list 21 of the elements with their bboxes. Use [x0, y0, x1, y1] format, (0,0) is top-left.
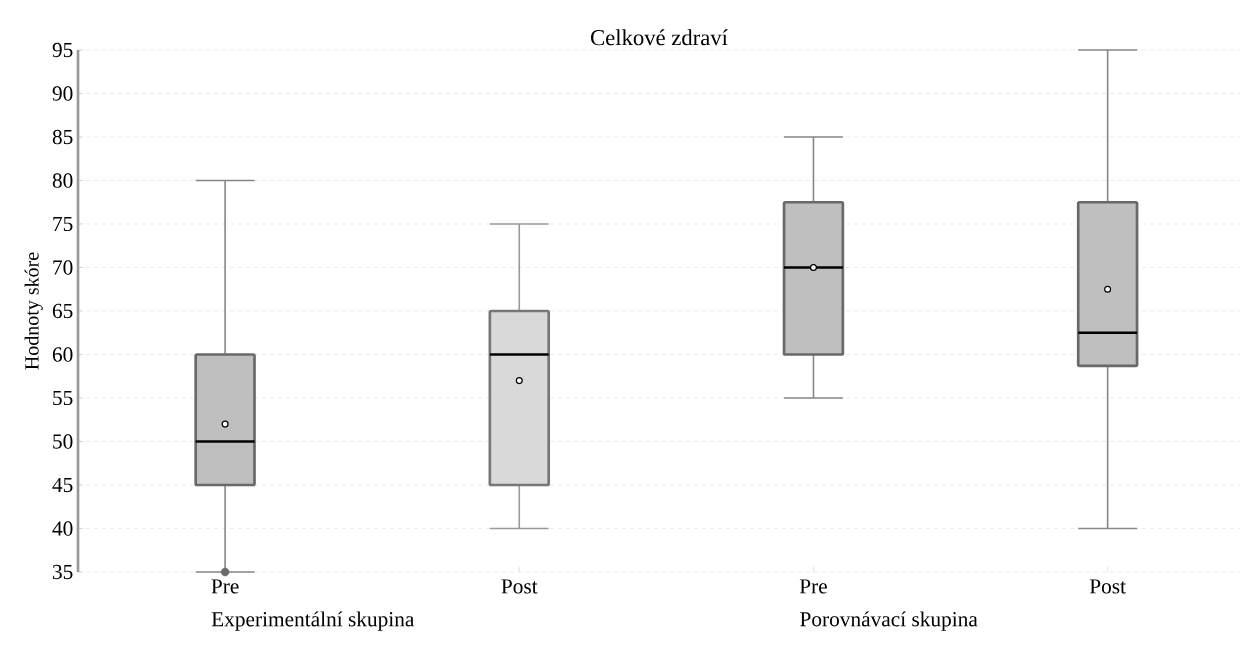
y-tick-label: 35 — [52, 564, 73, 580]
y-tick-label: 80 — [52, 173, 73, 188]
y-tick-label: 50 — [53, 434, 73, 449]
x-tick-label: Post — [501, 579, 538, 594]
y-tick-label: 60 — [52, 347, 73, 362]
y-tick-label: 55 — [53, 390, 73, 406]
y-tick-label: 75 — [53, 216, 73, 232]
y-tick-label: 65 — [52, 303, 73, 319]
text: Porovnávací skupina — [800, 611, 978, 631]
x-tick-label: Pre — [799, 579, 827, 594]
y-tick-label: 45 — [52, 477, 73, 493]
y-tick-label: 90 — [52, 86, 73, 101]
text: Experimentální skupina — [211, 611, 415, 631]
y-tick-label: 40 — [52, 521, 73, 536]
y-tick-label: 95 — [52, 42, 73, 58]
x-tick-label: Post — [1089, 579, 1126, 594]
chart-title: Celkové zdraví — [591, 29, 728, 46]
x-tick-label: Pre — [211, 579, 239, 594]
y-tick-label: 85 — [52, 129, 73, 145]
y-tick-label: 70 — [53, 260, 73, 275]
y-axis-title: Hodnoty skóre — [24, 252, 43, 370]
